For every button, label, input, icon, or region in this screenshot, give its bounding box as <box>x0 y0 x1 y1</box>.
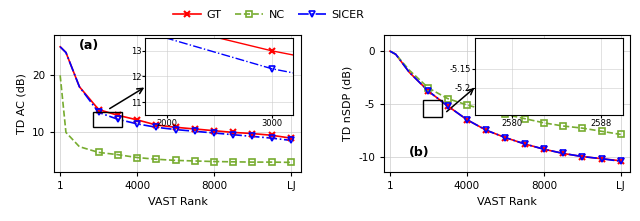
X-axis label: VAST Rank: VAST Rank <box>477 197 537 207</box>
Y-axis label: TD AC (dB): TD AC (dB) <box>17 73 27 134</box>
Y-axis label: TD nSDP (dB): TD nSDP (dB) <box>343 66 353 141</box>
Legend: GT, NC, SICER: GT, NC, SICER <box>169 6 369 25</box>
Bar <box>93 112 122 127</box>
Text: (b): (b) <box>409 146 429 159</box>
X-axis label: VAST Rank: VAST Rank <box>148 197 207 207</box>
Text: (a): (a) <box>79 39 99 52</box>
Bar <box>422 100 442 116</box>
